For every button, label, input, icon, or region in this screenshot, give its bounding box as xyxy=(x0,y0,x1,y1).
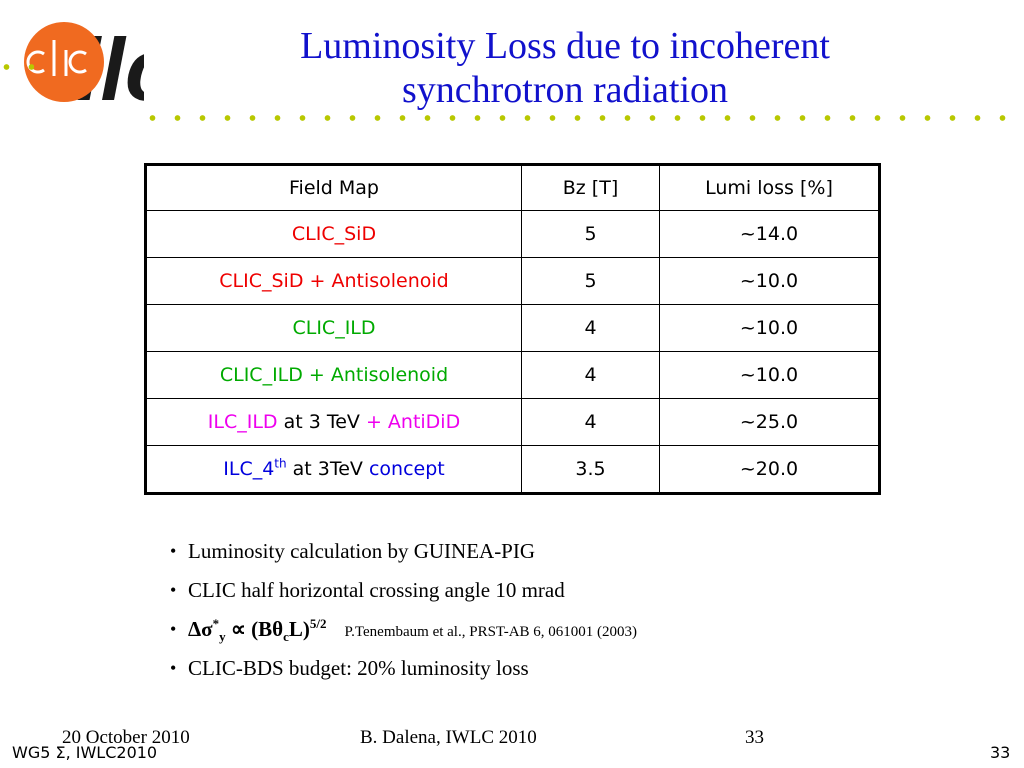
table-row: CLIC_SiD 5 ~14.0 xyxy=(145,210,880,258)
field-map-name: ILC_4 xyxy=(223,458,275,480)
header-bz: Bz [T] xyxy=(521,164,660,211)
formula-op: ∝ (Bθ xyxy=(225,617,284,641)
footer-date: 20 October 2010 xyxy=(62,727,190,748)
bz-cell: 4 xyxy=(521,304,660,352)
formula-reference: P.Tenembaum et al., PRST-AB 6, 061001 (2… xyxy=(344,624,638,640)
bz-cell: 4 xyxy=(521,351,660,399)
lumi-cell: ~10.0 xyxy=(659,351,880,399)
footer-page-number: 33 xyxy=(745,727,764,748)
lumi-cell: ~10.0 xyxy=(659,304,880,352)
field-map-name: CLIC_ILD + Antisolenoid xyxy=(219,364,449,386)
field-map-name: CLIC_SiD + Antisolenoid xyxy=(219,270,449,292)
formula-lhs: Δσ xyxy=(188,617,213,641)
field-map-name: CLIC_ILD xyxy=(292,317,376,339)
logo-graphic: ilc xyxy=(24,20,174,119)
dotted-line-left xyxy=(0,62,34,72)
title-line-1: Luminosity Loss due to incoherent xyxy=(300,25,830,67)
formula-lhs-sub: y xyxy=(219,629,226,645)
header-lumi-loss: Lumi loss [%] xyxy=(659,164,880,211)
field-map-extra: concept xyxy=(368,458,445,480)
field-map-name: ILC_ILD xyxy=(207,411,278,433)
clic-ilc-logo: ilc xyxy=(14,10,174,119)
field-map-cell: ILC_4th at 3TeV concept xyxy=(145,445,522,494)
lumi-cell: ~14.0 xyxy=(659,210,880,258)
lumi-cell: ~25.0 xyxy=(659,398,880,446)
formula-exponent: 5/2 xyxy=(309,616,327,631)
table-row: CLIC_ILD 4 ~10.0 xyxy=(145,304,880,352)
formula-sub-c: c xyxy=(283,629,289,645)
formula-lhs-sup: * xyxy=(212,616,220,631)
slide-title: Luminosity Loss due to incoherent synchr… xyxy=(210,24,920,112)
field-map-cell: CLIC_ILD + Antisolenoid xyxy=(145,351,522,399)
formula-rhs: L) xyxy=(288,617,310,641)
list-item: CLIC-BDS budget: 20% luminosity loss xyxy=(168,653,868,692)
bz-cell: 3.5 xyxy=(521,445,660,494)
field-map-name: CLIC_SiD xyxy=(291,223,377,245)
list-item: CLIC half horizontal crossing angle 10 m… xyxy=(168,575,868,614)
header-field-map: Field Map xyxy=(145,164,522,211)
field-map-cell: CLIC_SiD xyxy=(145,210,522,258)
field-map-energy: at 3 TeV xyxy=(277,411,366,433)
table-row: ILC_4th at 3TeV concept 3.5 ~20.0 xyxy=(145,445,880,494)
table-row: CLIC_SiD + Antisolenoid 5 ~10.0 xyxy=(145,257,880,305)
field-map-extra: + AntiDiD xyxy=(365,411,461,433)
logo-c2 xyxy=(68,50,87,74)
list-item: Luminosity calculation by GUINEA-PIG xyxy=(168,536,868,575)
footer-workshop: WG5 Σ, IWLC2010 xyxy=(12,743,158,762)
footer-page-number-2: 33 xyxy=(990,743,1011,762)
field-map-cell: ILC_ILD at 3 TeV + AntiDiD xyxy=(145,398,522,446)
field-map-superscript: th xyxy=(274,456,287,471)
scaling-formula: Δσ*y ∝ (BθcL)5/2 xyxy=(188,616,327,645)
luminosity-loss-table: Field Map Bz [T] Lumi loss [%] CLIC_SiD … xyxy=(144,163,881,495)
list-item-formula: Δσ*y ∝ (BθcL)5/2 P.Tenembaum et al., PRST… xyxy=(168,614,868,653)
table-header-row: Field Map Bz [T] Lumi loss [%] xyxy=(145,164,880,211)
bz-cell: 5 xyxy=(521,210,660,258)
lumi-cell: ~20.0 xyxy=(659,445,880,494)
title-line-2: synchrotron radiation xyxy=(401,69,729,111)
notes-list: Luminosity calculation by GUINEA-PIG CLI… xyxy=(168,536,868,692)
field-map-cell: CLIC_ILD xyxy=(145,304,522,352)
bz-cell: 5 xyxy=(521,257,660,305)
table-row: CLIC_ILD + Antisolenoid 4 ~10.0 xyxy=(145,351,880,399)
footer-author: B. Dalena, IWLC 2010 xyxy=(360,727,537,748)
table-row: ILC_ILD at 3 TeV + AntiDiD 4 ~25.0 xyxy=(145,398,880,446)
dotted-line-title xyxy=(140,113,1024,123)
field-map-cell: CLIC_SiD + Antisolenoid xyxy=(145,257,522,305)
clic-circle xyxy=(24,22,104,102)
field-map-energy: at 3TeV xyxy=(286,458,369,480)
lumi-cell: ~10.0 xyxy=(659,257,880,305)
bz-cell: 4 xyxy=(521,398,660,446)
